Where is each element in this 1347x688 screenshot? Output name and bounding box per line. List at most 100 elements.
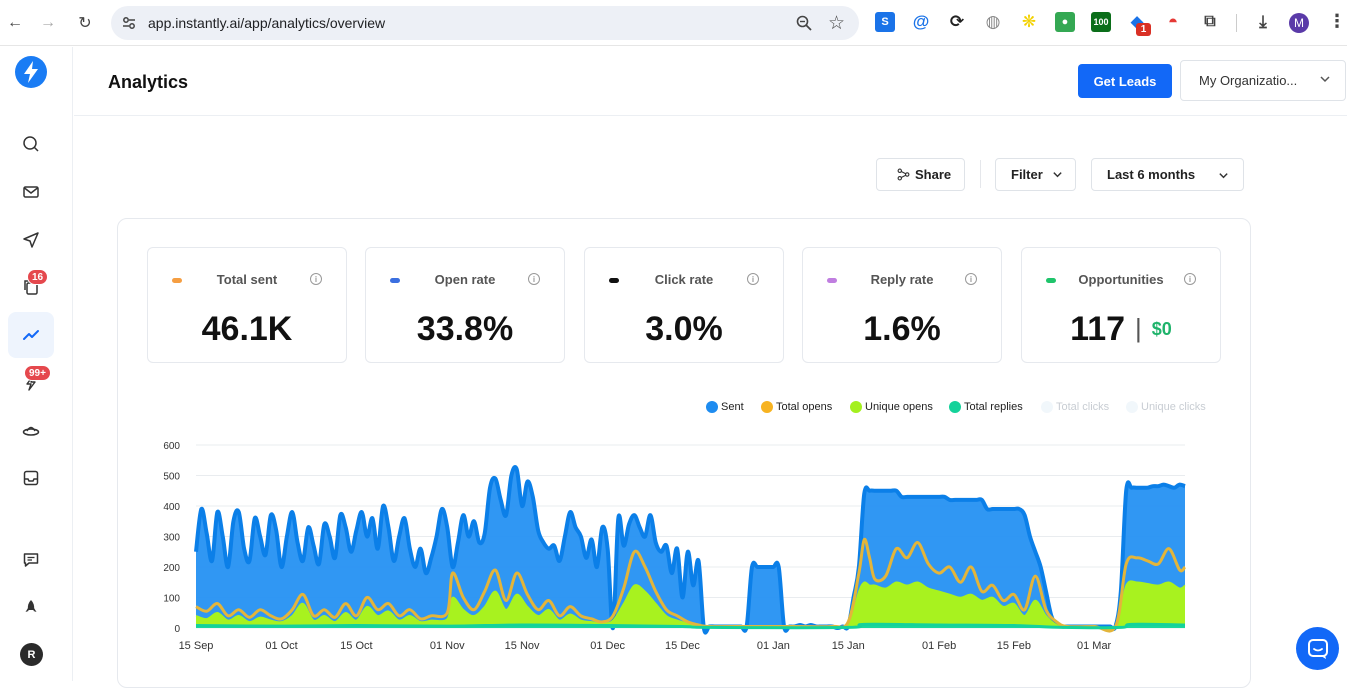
info-icon[interactable]: i — [1184, 273, 1196, 285]
chevron-down-icon — [1219, 173, 1228, 179]
toolbar-divider — [1236, 14, 1237, 32]
legend-item[interactable]: Total clicks — [1041, 400, 1109, 414]
stat-card-open-rate: Open rate i 33.8% — [365, 247, 565, 363]
sidebar-item-launch[interactable] — [8, 584, 54, 630]
filter-label: Filter — [1011, 167, 1043, 182]
organization-select-label: My Organizatio... — [1199, 73, 1298, 88]
stat-value: 33.8% — [416, 310, 514, 348]
stat-card-total-sent: Total sent i 46.1K — [147, 247, 347, 363]
download-icon[interactable]: ⤓ — [1259, 12, 1267, 31]
stat-value: 117 | $0 — [1022, 310, 1220, 349]
legend-swatch — [706, 401, 718, 413]
chat-icon — [1307, 638, 1328, 659]
x-tick-label: 15 Dec — [665, 640, 700, 652]
chevron-down-icon — [1320, 76, 1330, 83]
analytics-trend-icon — [23, 330, 39, 340]
y-tick-label: 300 — [163, 533, 180, 544]
x-tick-label: 15 Sep — [179, 640, 214, 652]
stat-color-dot — [390, 278, 400, 283]
value-divider: | — [1135, 313, 1142, 343]
sidebar-item-crm[interactable] — [8, 408, 54, 454]
profile-avatar[interactable]: M — [1289, 13, 1309, 33]
frog-extension-icon[interactable]: ● — [1055, 12, 1075, 32]
x-tick-label: 01 Mar — [1077, 640, 1112, 652]
sidebar-item-inbox[interactable] — [8, 455, 54, 501]
series-area-unique-opens — [196, 581, 1185, 631]
series-line-sent — [194, 465, 1186, 635]
legend-label: Total opens — [776, 401, 833, 413]
info-icon[interactable]: i — [965, 273, 977, 285]
user-avatar[interactable]: R — [20, 643, 43, 666]
series-line-total-opens — [195, 537, 1187, 633]
url-text[interactable]: app.instantly.ai/app/analytics/overview — [148, 15, 386, 31]
address-bar[interactable]: app.instantly.ai/app/analytics/overview … — [111, 6, 859, 40]
info-icon[interactable]: i — [310, 273, 322, 285]
sidebar-item-unibox[interactable] — [8, 360, 54, 406]
legend-item[interactable]: Unique opens — [850, 400, 933, 414]
stat-label: Click rate — [654, 272, 714, 287]
x-tick-label: 01 Oct — [265, 640, 297, 652]
y-tick-label: 500 — [163, 472, 180, 483]
sidebar-item-campaigns[interactable] — [8, 217, 54, 263]
sidebar-item-feedback[interactable] — [8, 537, 54, 583]
legend-item[interactable]: Total replies — [949, 400, 1023, 414]
instantly-logo-icon[interactable] — [15, 56, 47, 88]
sidebar-item-search[interactable] — [8, 121, 54, 167]
date-range-select[interactable]: Last 6 months — [1091, 158, 1244, 191]
globe-extension-icon[interactable]: ◍ — [985, 12, 1001, 31]
x-tick-label: 15 Jan — [832, 640, 865, 652]
sun-extension-icon[interactable]: ❋ — [1021, 12, 1037, 31]
sidebar-item-analytics[interactable] — [8, 312, 54, 358]
stat-color-dot — [1046, 278, 1056, 283]
y-tick-label: 100 — [163, 594, 180, 605]
series-line-total-replies — [195, 622, 1186, 630]
legend-item[interactable]: Sent — [706, 400, 744, 414]
ufo-icon — [22, 426, 40, 436]
pokeball-extension-icon[interactable]: ◓ — [1167, 12, 1179, 31]
series-line-unique-opens — [195, 580, 1186, 631]
lightning-icon — [26, 375, 36, 391]
extension-badge: 1 — [1136, 23, 1151, 36]
stat-label: Open rate — [434, 272, 496, 287]
site-settings-icon[interactable] — [121, 15, 137, 31]
inbox-icon — [23, 470, 39, 486]
kebab-menu-icon[interactable]: ⋮ — [1328, 11, 1346, 31]
info-icon[interactable]: i — [528, 273, 540, 285]
stat-card-reply-rate: Reply rate i 1.6% — [802, 247, 1002, 363]
legend-swatch — [761, 401, 773, 413]
share-icon — [897, 168, 910, 181]
organization-select[interactable]: My Organizatio... — [1180, 60, 1346, 101]
legend-item[interactable]: Unique clicks — [1126, 400, 1206, 414]
get-leads-button[interactable]: Get Leads — [1078, 64, 1172, 98]
stat-color-dot — [172, 278, 182, 283]
send-icon — [23, 232, 39, 248]
legend-swatch — [850, 401, 862, 413]
share-button[interactable]: Share — [876, 158, 965, 191]
bookmark-star-icon[interactable]: ☆ — [827, 13, 845, 34]
legend-swatch — [1041, 401, 1053, 413]
back-arrow-icon[interactable]: ← — [7, 14, 23, 31]
info-icon[interactable]: i — [747, 273, 759, 285]
puzzle-extensions-icon[interactable]: ⧉ — [1204, 13, 1216, 30]
stat-value: 1.6% — [863, 310, 941, 348]
page-header: Analytics Get Leads My Organizatio... — [74, 47, 1347, 116]
legend-label: Total replies — [964, 401, 1023, 413]
s-extension-icon[interactable]: S — [875, 12, 895, 32]
zoom-icon[interactable] — [795, 14, 813, 32]
hundred-extension-icon[interactable]: 100 — [1091, 12, 1111, 32]
reload-icon[interactable]: ↻ — [78, 15, 92, 32]
stat-color-dot — [827, 278, 837, 283]
legend-item[interactable]: Total opens — [761, 400, 832, 414]
sync-extension-icon[interactable]: ⟳ — [949, 12, 965, 31]
stat-value: 46.1K — [201, 310, 293, 348]
forward-arrow-icon[interactable]: → — [40, 14, 56, 31]
at-extension-icon[interactable]: @ — [912, 12, 930, 31]
support-chat-button[interactable] — [1296, 627, 1339, 670]
x-tick-label: 01 Dec — [590, 640, 625, 652]
search-icon — [23, 136, 39, 152]
filter-button[interactable]: Filter — [995, 158, 1076, 191]
analytics-chart: 0 100 200 300 400 500 600 15 Sep 01 Oct 15 Oct 01 … — [163, 441, 1187, 652]
chat-edit-icon — [23, 553, 39, 567]
sidebar-item-email-accounts[interactable] — [8, 169, 54, 215]
legend-label: Sent — [721, 401, 744, 413]
